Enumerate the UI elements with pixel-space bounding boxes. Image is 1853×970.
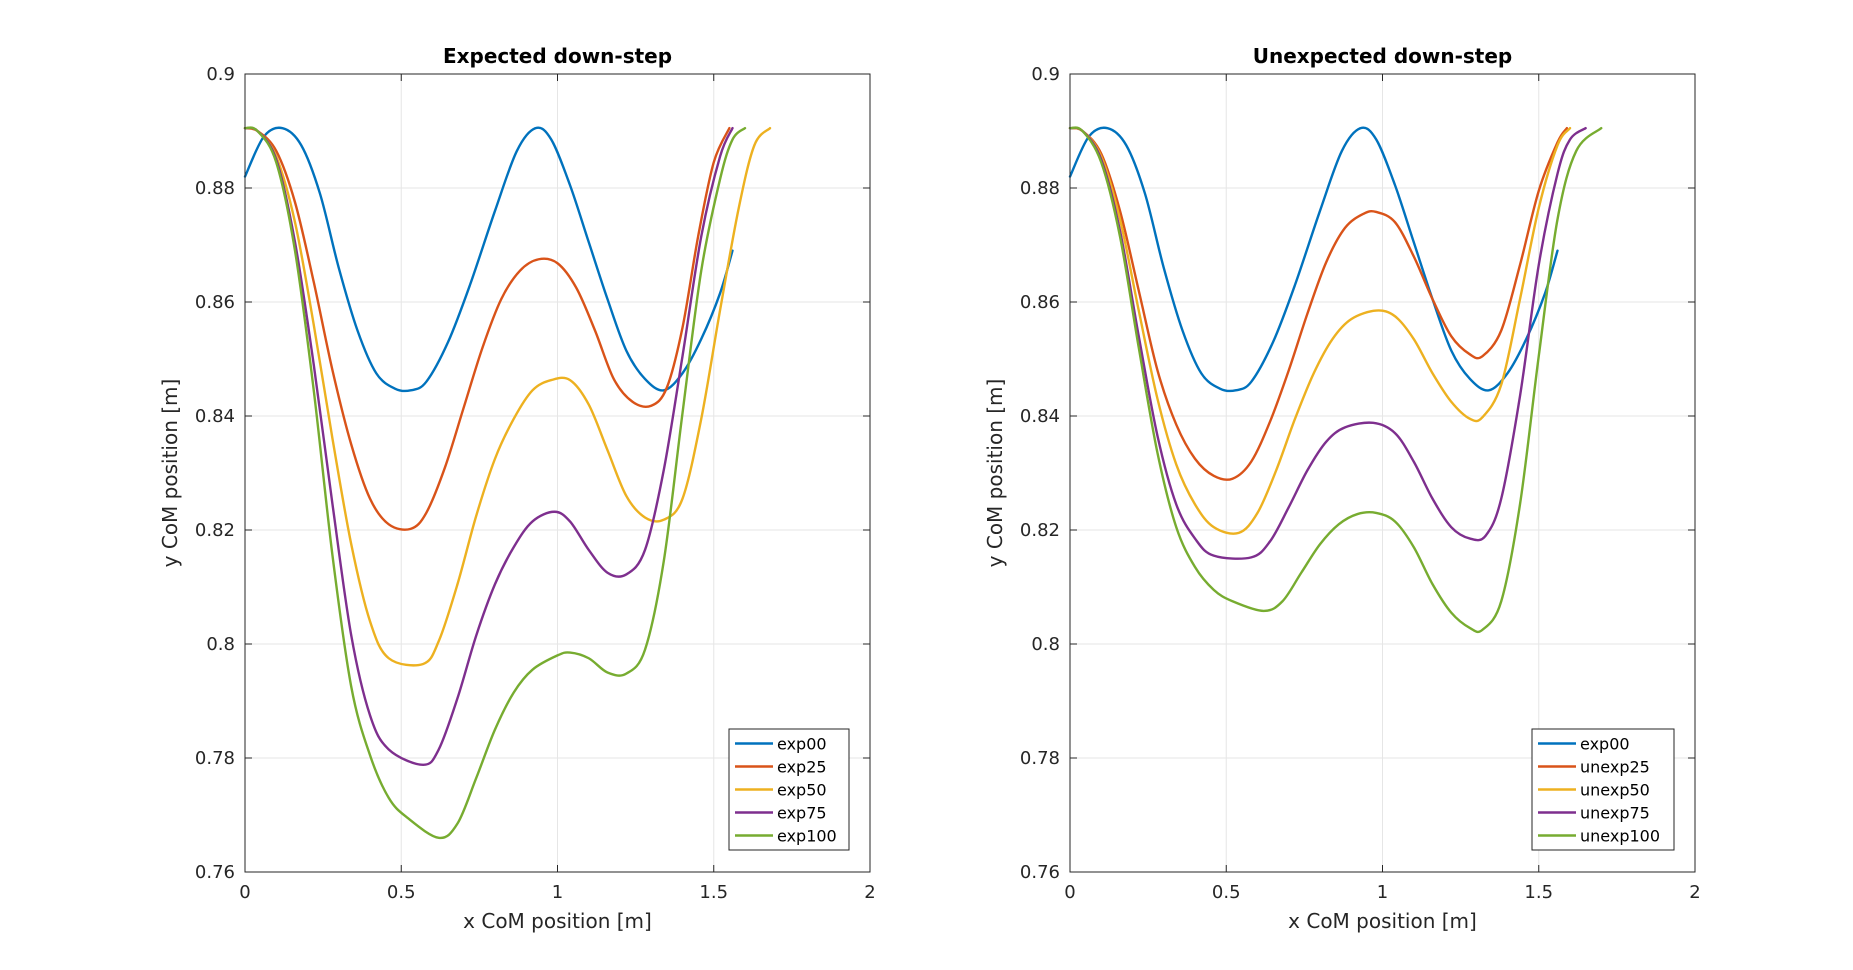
series-line-unexp100 — [1068, 126, 1603, 634]
legend-label-unexp100: unexp100 — [1580, 827, 1660, 846]
legend-label-unexp50: unexp50 — [1580, 781, 1650, 800]
series-line-exp75 — [243, 126, 734, 767]
y-tick-label: 0.84 — [195, 406, 235, 427]
y-tick-label: 0.8 — [206, 634, 235, 655]
y-tick-label: 0.86 — [1020, 292, 1060, 313]
x-tick-label: 2 — [864, 882, 875, 903]
chart-panel-1: 0 0.5 1 1.5 2 0.76 0.78 0.8 0.82 0.84 0.86 0.88 0.9 E… — [158, 44, 876, 933]
series-line-exp00 — [243, 126, 734, 393]
legend: exp00 exp25 exp50 exp75 exp100 — [728, 728, 850, 851]
x-tick-label: 0 — [1064, 882, 1075, 903]
y-tick-label: 0.82 — [195, 520, 235, 541]
x-tick-label: 1 — [552, 882, 563, 903]
y-tick-label: 0.76 — [1020, 862, 1060, 883]
x-tick-label: 0 — [239, 882, 250, 903]
legend-label-exp50: exp50 — [777, 781, 827, 800]
y-tick-label: 0.82 — [1020, 520, 1060, 541]
y-axis-label: y CoM position [m] — [158, 379, 182, 568]
x-tick-label: 0.5 — [1212, 882, 1241, 903]
series-group — [243, 126, 772, 840]
y-tick-label: 0.9 — [206, 64, 235, 85]
y-tick-label: 0.76 — [195, 862, 235, 883]
series-line-exp00 — [1068, 126, 1559, 393]
x-axis-label: x CoM position [m] — [463, 909, 652, 933]
legend-label-unexp25: unexp25 — [1580, 758, 1650, 777]
x-tick-label: 2 — [1689, 882, 1700, 903]
legend-label-exp00: exp00 — [1580, 735, 1630, 754]
legend-label-unexp75: unexp75 — [1580, 804, 1650, 823]
y-tick-label: 0.88 — [1020, 178, 1060, 199]
ticks: 0 0.5 1 1.5 2 0.76 0.78 0.8 0.82 0.84 0.86 0.88 0.9 — [195, 64, 876, 903]
chart-title: Unexpected down-step — [1253, 44, 1513, 68]
series-group — [1068, 126, 1603, 634]
chart-title: Expected down-step — [443, 44, 672, 68]
series-line-exp25 — [243, 126, 731, 531]
y-tick-label: 0.88 — [195, 178, 235, 199]
series-line-unexp75 — [1068, 126, 1587, 560]
y-tick-label: 0.8 — [1031, 634, 1060, 655]
x-tick-label: 0.5 — [387, 882, 416, 903]
legend: exp00 unexp25 unexp50 unexp75 unexp100 — [1531, 728, 1675, 851]
y-tick-label: 0.78 — [195, 748, 235, 769]
y-tick-label: 0.9 — [1031, 64, 1060, 85]
y-axis-label: y CoM position [m] — [983, 379, 1007, 568]
series-line-exp50 — [243, 126, 772, 667]
x-tick-label: 1.5 — [1524, 882, 1553, 903]
series-line-unexp25 — [1068, 126, 1569, 481]
legend-label-exp00: exp00 — [777, 735, 827, 754]
x-axis-label: x CoM position [m] — [1288, 909, 1477, 933]
legend-label-exp75: exp75 — [777, 804, 827, 823]
y-tick-label: 0.84 — [1020, 406, 1060, 427]
chart-panel-2: 0 0.5 1 1.5 2 0.76 0.78 0.8 0.82 0.84 0.86 0.88 0.9 U… — [983, 44, 1701, 933]
legend-label-exp100: exp100 — [777, 827, 837, 846]
series-line-unexp50 — [1068, 126, 1572, 535]
x-tick-label: 1.5 — [699, 882, 728, 903]
legend-label-exp25: exp25 — [777, 758, 827, 777]
y-tick-label: 0.86 — [195, 292, 235, 313]
y-tick-label: 0.78 — [1020, 748, 1060, 769]
ticks: 0 0.5 1 1.5 2 0.76 0.78 0.8 0.82 0.84 0.86 0.88 0.9 — [1020, 64, 1701, 903]
series-line-exp100 — [243, 126, 747, 840]
x-tick-label: 1 — [1377, 882, 1388, 903]
